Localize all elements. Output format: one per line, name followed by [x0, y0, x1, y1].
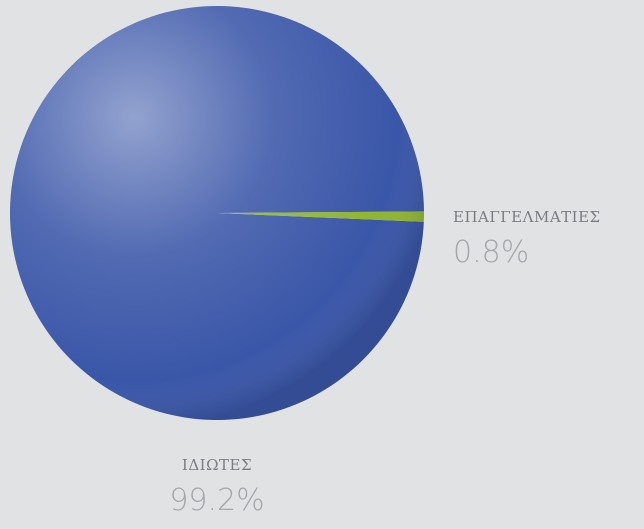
- slice-value: 99.2%: [169, 483, 264, 518]
- pie: [9, 5, 424, 420]
- slice-label: ΙΔΙΩΤΕΣ: [182, 456, 252, 474]
- slice-label: ΕΠΑΓΓΕΛΜΑΤΙΕΣ: [453, 208, 601, 226]
- slice-value: 0.8%: [453, 235, 529, 270]
